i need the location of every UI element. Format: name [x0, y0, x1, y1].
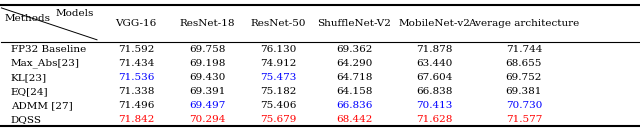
- Text: 69.198: 69.198: [189, 59, 225, 68]
- Text: 71.592: 71.592: [118, 45, 154, 54]
- Text: ResNet-50: ResNet-50: [250, 19, 306, 28]
- Text: 64.158: 64.158: [336, 87, 372, 96]
- Text: 69.497: 69.497: [189, 101, 225, 110]
- Text: 70.413: 70.413: [416, 101, 452, 110]
- Text: Max_Abs[23]: Max_Abs[23]: [11, 59, 80, 68]
- Text: VGG-16: VGG-16: [116, 19, 157, 28]
- Text: 68.442: 68.442: [336, 115, 372, 124]
- Text: 71.744: 71.744: [506, 45, 542, 54]
- Text: FP32 Baseline: FP32 Baseline: [11, 45, 86, 54]
- Text: Models: Models: [56, 9, 94, 18]
- Text: 69.758: 69.758: [189, 45, 225, 54]
- Text: 75.679: 75.679: [260, 115, 296, 124]
- Text: 75.182: 75.182: [260, 87, 296, 96]
- Text: 71.338: 71.338: [118, 87, 154, 96]
- Text: EQ[24]: EQ[24]: [11, 87, 49, 96]
- Text: Average architecture: Average architecture: [468, 19, 580, 28]
- Text: 69.391: 69.391: [189, 87, 225, 96]
- Text: ADMM [27]: ADMM [27]: [11, 101, 73, 110]
- Text: 76.130: 76.130: [260, 45, 296, 54]
- Text: 69.381: 69.381: [506, 87, 542, 96]
- Text: 69.362: 69.362: [336, 45, 372, 54]
- Text: 67.604: 67.604: [416, 73, 452, 82]
- Text: 69.430: 69.430: [189, 73, 225, 82]
- Text: 68.655: 68.655: [506, 59, 542, 68]
- Text: KL[23]: KL[23]: [11, 73, 47, 82]
- Text: 75.406: 75.406: [260, 101, 296, 110]
- Text: 71.842: 71.842: [118, 115, 154, 124]
- Text: 63.440: 63.440: [416, 59, 452, 68]
- Text: 66.836: 66.836: [336, 101, 372, 110]
- Text: 66.838: 66.838: [416, 87, 452, 96]
- Text: MobileNet-v2: MobileNet-v2: [398, 19, 470, 28]
- Text: 70.730: 70.730: [506, 101, 542, 110]
- Text: 71.577: 71.577: [506, 115, 542, 124]
- Text: 71.628: 71.628: [416, 115, 452, 124]
- Text: 69.752: 69.752: [506, 73, 542, 82]
- Text: 70.294: 70.294: [189, 115, 225, 124]
- Text: 75.473: 75.473: [260, 73, 296, 82]
- Text: 71.434: 71.434: [118, 59, 154, 68]
- Text: Methods: Methods: [4, 14, 51, 23]
- Text: ResNet-18: ResNet-18: [179, 19, 235, 28]
- Text: DQSS: DQSS: [11, 115, 42, 124]
- Text: ShuffleNet-V2: ShuffleNet-V2: [317, 19, 391, 28]
- Text: 71.878: 71.878: [416, 45, 452, 54]
- Text: 64.718: 64.718: [336, 73, 372, 82]
- Text: 71.536: 71.536: [118, 73, 154, 82]
- Text: 64.290: 64.290: [336, 59, 372, 68]
- Text: 74.912: 74.912: [260, 59, 296, 68]
- Text: 71.496: 71.496: [118, 101, 154, 110]
